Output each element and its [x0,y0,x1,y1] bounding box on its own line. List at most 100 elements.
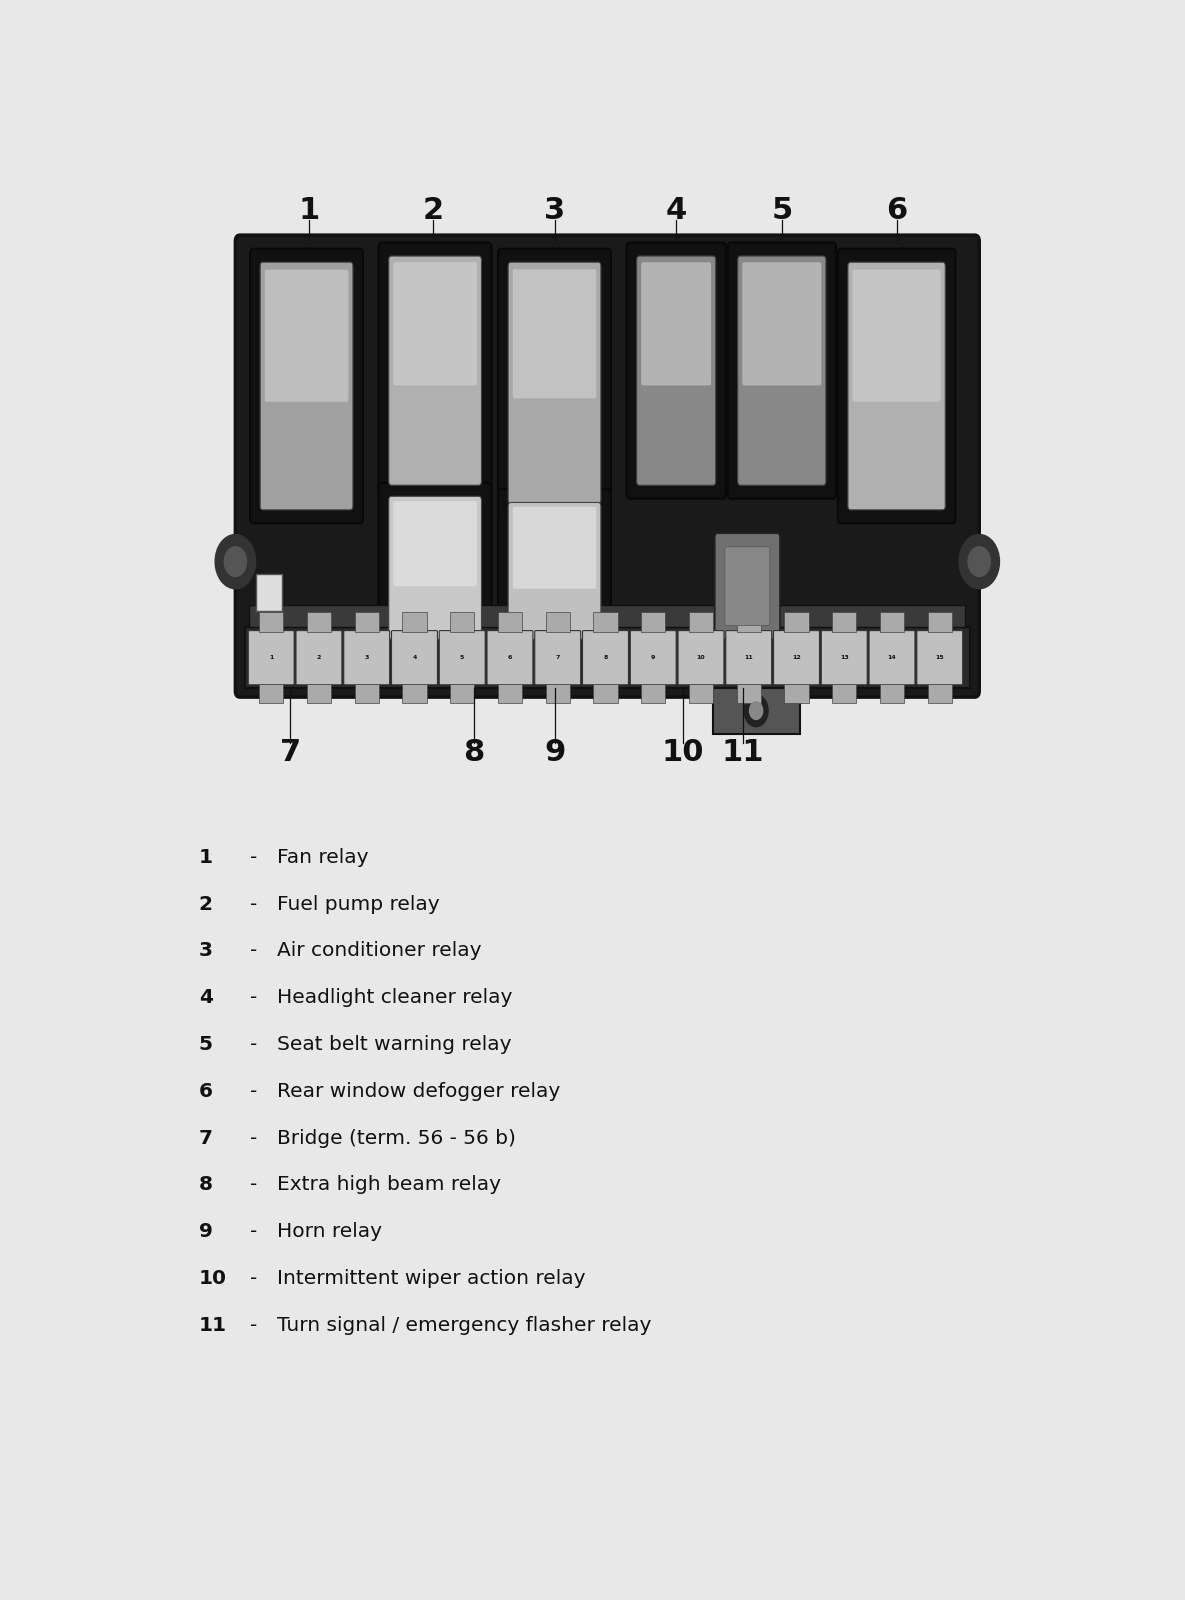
Text: Bridge (term. 56 - 56 b): Bridge (term. 56 - 56 b) [276,1128,515,1147]
FancyBboxPatch shape [508,262,601,504]
Bar [641,613,665,632]
Bar [249,605,966,627]
FancyBboxPatch shape [344,630,390,685]
FancyBboxPatch shape [852,270,941,402]
FancyBboxPatch shape [636,256,716,485]
Bar [928,683,952,704]
Text: 11: 11 [744,654,754,661]
Bar [403,613,427,632]
Text: 5: 5 [771,195,793,226]
Bar [307,613,331,632]
Text: -: - [250,1269,257,1288]
Text: 2: 2 [316,654,321,661]
Bar [545,613,570,632]
Text: Turn signal / emergency flasher relay: Turn signal / emergency flasher relay [276,1315,651,1334]
FancyBboxPatch shape [389,496,481,640]
Bar [260,683,283,704]
FancyBboxPatch shape [848,262,946,510]
FancyBboxPatch shape [379,483,492,653]
Text: 12: 12 [792,654,801,661]
Text: Fuel pump relay: Fuel pump relay [276,894,440,914]
Bar [880,683,904,704]
FancyBboxPatch shape [725,547,770,626]
Bar [688,683,713,704]
FancyBboxPatch shape [487,630,533,685]
Text: Headlight cleaner relay: Headlight cleaner relay [276,989,512,1008]
Text: -: - [250,1222,257,1242]
Text: -: - [250,989,257,1008]
Bar [594,613,617,632]
Bar [307,683,331,704]
Text: -: - [250,848,257,867]
Text: 4: 4 [666,195,687,226]
FancyBboxPatch shape [728,243,835,499]
Text: Air conditioner relay: Air conditioner relay [276,941,481,960]
Text: 6: 6 [199,1082,212,1101]
Text: -: - [250,1128,257,1147]
FancyBboxPatch shape [641,262,711,386]
Bar [403,683,427,704]
FancyBboxPatch shape [630,630,677,685]
Text: 9: 9 [651,654,655,661]
FancyBboxPatch shape [393,262,476,386]
FancyBboxPatch shape [393,501,476,586]
Text: 1: 1 [299,195,320,226]
Bar [713,688,800,734]
Bar [545,683,570,704]
Text: 7: 7 [280,738,301,766]
Text: 4: 4 [412,654,417,661]
FancyBboxPatch shape [296,630,342,685]
Text: -: - [250,1176,257,1195]
Circle shape [224,547,246,576]
FancyBboxPatch shape [742,262,821,386]
FancyBboxPatch shape [715,533,780,640]
Text: Seat belt warning relay: Seat belt warning relay [276,1035,511,1054]
FancyBboxPatch shape [583,630,628,685]
Bar [641,683,665,704]
Text: 7: 7 [556,654,559,661]
FancyBboxPatch shape [508,502,601,640]
FancyBboxPatch shape [838,248,955,523]
Text: 3: 3 [365,654,369,661]
Text: 10: 10 [199,1269,226,1288]
Text: 9: 9 [544,738,565,766]
FancyBboxPatch shape [738,256,826,485]
FancyBboxPatch shape [379,243,492,499]
Text: 2: 2 [422,195,443,226]
Text: 10: 10 [661,738,704,766]
FancyBboxPatch shape [725,630,771,685]
FancyBboxPatch shape [264,270,348,402]
Bar [784,613,808,632]
Circle shape [216,534,256,589]
Text: 15: 15 [935,654,944,661]
Text: -: - [250,1315,257,1334]
Bar [737,683,761,704]
Text: 3: 3 [544,195,565,226]
Text: -: - [250,1082,257,1101]
FancyBboxPatch shape [440,630,485,685]
FancyBboxPatch shape [513,269,596,398]
Text: 6: 6 [886,195,908,226]
FancyBboxPatch shape [774,630,820,685]
Text: 1: 1 [269,654,274,661]
Bar [260,613,283,632]
FancyBboxPatch shape [627,243,725,499]
Text: Extra high beam relay: Extra high beam relay [276,1176,501,1195]
FancyBboxPatch shape [821,630,867,685]
Text: Rear window defogger relay: Rear window defogger relay [276,1082,561,1101]
Text: 11: 11 [199,1315,226,1334]
Text: -: - [250,941,257,960]
FancyBboxPatch shape [261,262,353,510]
Circle shape [968,547,991,576]
Text: 1: 1 [199,848,212,867]
Bar [450,613,474,632]
FancyBboxPatch shape [248,630,294,685]
Text: Fan relay: Fan relay [276,848,369,867]
Bar [256,574,282,611]
Text: 9: 9 [199,1222,212,1242]
Text: 14: 14 [888,654,896,661]
Bar [784,683,808,704]
Circle shape [959,534,999,589]
FancyBboxPatch shape [513,507,596,589]
Text: 3: 3 [199,941,212,960]
